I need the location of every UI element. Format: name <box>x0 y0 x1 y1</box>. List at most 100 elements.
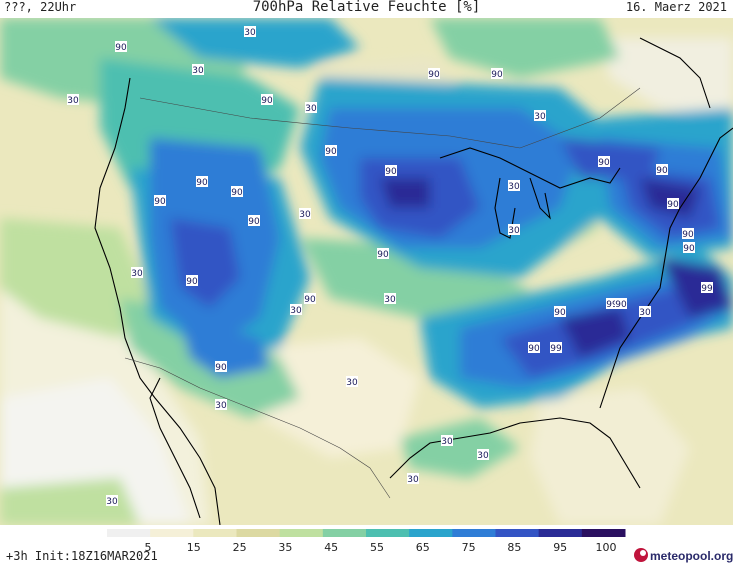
contour-label: 90 <box>186 275 198 287</box>
svg-text:90: 90 <box>385 167 397 177</box>
contour-label: 99 <box>701 282 713 294</box>
contour-label: 90 <box>554 306 566 318</box>
svg-text:90: 90 <box>304 295 316 305</box>
svg-text:30: 30 <box>508 182 520 192</box>
contour-label: 30 <box>639 306 651 318</box>
svg-text:90: 90 <box>186 277 198 287</box>
contour-label: 90 <box>304 293 316 305</box>
svg-text:90: 90 <box>615 300 627 310</box>
contour-label: 30 <box>215 399 227 411</box>
svg-text:30: 30 <box>508 226 520 236</box>
scale-tick-label: 25 <box>233 541 247 554</box>
init-info: +3h Init:18Z16MAR2021 <box>6 549 158 563</box>
humidity-field <box>0 18 733 525</box>
svg-text:30: 30 <box>534 112 546 122</box>
scale-swatch <box>366 529 410 537</box>
contour-label: 30 <box>384 293 396 305</box>
contour-label: 90 <box>491 68 503 80</box>
scale-tick-label: 55 <box>370 541 384 554</box>
scale-tick-label: 75 <box>462 541 476 554</box>
svg-text:90: 90 <box>325 147 337 157</box>
contour-label: 30 <box>299 208 311 220</box>
meteopool-logo-icon <box>634 548 648 562</box>
scale-tick-label: 85 <box>507 541 521 554</box>
contour-label: 30 <box>192 64 204 76</box>
scale-tick-label: 45 <box>324 541 338 554</box>
svg-text:99: 99 <box>701 284 713 294</box>
map-date: 16. Maerz 2021 <box>625 0 727 14</box>
valid-time: ???, 22Uhr <box>4 0 77 14</box>
svg-text:99: 99 <box>606 300 618 310</box>
contour-label: 90 <box>154 195 166 207</box>
svg-text:30: 30 <box>477 451 489 461</box>
svg-text:90: 90 <box>231 188 243 198</box>
svg-text:30: 30 <box>639 308 651 318</box>
scale-tick-label: 35 <box>278 541 292 554</box>
svg-text:90: 90 <box>248 217 260 227</box>
scale-tick-label: 15 <box>187 541 201 554</box>
contour-label: 30 <box>244 26 256 38</box>
svg-text:90: 90 <box>528 344 540 354</box>
contour-label: 90 <box>598 156 610 168</box>
svg-text:90: 90 <box>115 43 127 53</box>
contour-label: 90 <box>377 248 389 260</box>
contour-label: 90 <box>115 41 127 53</box>
svg-text:30: 30 <box>290 306 302 316</box>
scale-swatch <box>538 529 583 537</box>
contour-label: 90 <box>215 361 227 373</box>
svg-text:30: 30 <box>106 497 118 507</box>
brand-text: meteopool.org <box>650 549 733 563</box>
contour-label: 90 <box>615 298 627 310</box>
svg-text:30: 30 <box>67 96 79 106</box>
contour-label: 30 <box>407 473 419 485</box>
svg-text:90: 90 <box>377 250 389 260</box>
scale-swatch <box>581 529 626 537</box>
scale-tick-label: 5 <box>145 541 152 554</box>
svg-text:90: 90 <box>683 244 695 254</box>
svg-text:90: 90 <box>682 230 694 240</box>
scale-swatch <box>279 529 324 537</box>
svg-text:90: 90 <box>598 158 610 168</box>
svg-text:90: 90 <box>656 166 668 176</box>
svg-text:90: 90 <box>215 363 227 373</box>
svg-text:90: 90 <box>491 70 503 80</box>
contour-label: 90 <box>231 186 243 198</box>
contour-label: 90 <box>196 176 208 188</box>
contour-label: 90 <box>528 342 540 354</box>
contour-label: 90 <box>325 145 337 157</box>
svg-text:30: 30 <box>346 378 358 388</box>
svg-text:30: 30 <box>215 401 227 411</box>
contour-label: 30 <box>67 94 79 106</box>
contour-label: 30 <box>290 304 302 316</box>
scale-swatch <box>409 529 453 537</box>
contour-label: 90 <box>385 165 397 177</box>
map-title: 700hPa Relative Feuchte [%] <box>252 0 481 15</box>
contour-label: 99 <box>606 298 618 310</box>
contour-label: 30 <box>508 224 520 236</box>
svg-text:30: 30 <box>299 210 311 220</box>
legend-area: 5 15 25 35 45 55 65 75 85 95 100 <box>0 525 733 566</box>
scale-swatch <box>495 529 540 537</box>
contour-label: 30 <box>441 435 453 447</box>
scale-swatch <box>322 529 367 537</box>
svg-text:30: 30 <box>131 269 143 279</box>
contour-label: 30 <box>477 449 489 461</box>
contour-label: 99 <box>550 342 562 354</box>
scale-swatch <box>107 529 151 537</box>
contour-label: 90 <box>667 198 679 210</box>
svg-text:30: 30 <box>441 437 453 447</box>
contour-label: 90 <box>428 68 440 80</box>
svg-text:30: 30 <box>192 66 204 76</box>
contour-label: 30 <box>508 180 520 192</box>
svg-text:30: 30 <box>244 28 256 38</box>
svg-text:90: 90 <box>667 200 679 210</box>
scale-tick-label: 95 <box>553 541 567 554</box>
svg-text:90: 90 <box>428 70 440 80</box>
svg-text:90: 90 <box>261 96 273 106</box>
contour-label: 90 <box>682 228 694 240</box>
contour-label: 90 <box>261 94 273 106</box>
contour-label: 90 <box>683 242 695 254</box>
scale-swatch <box>236 529 281 537</box>
